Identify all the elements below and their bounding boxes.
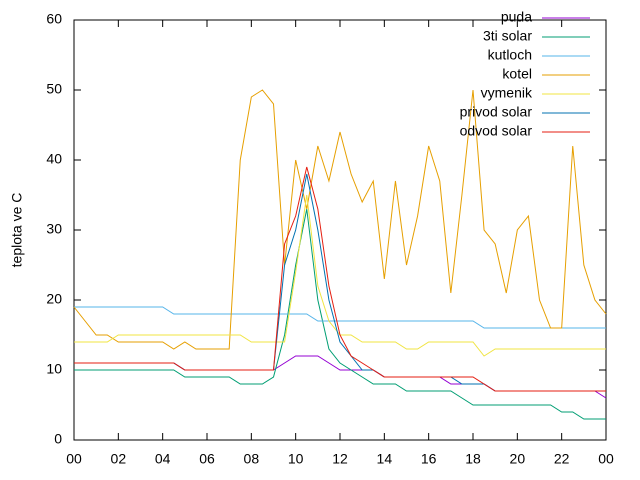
x-tick-label: 16: [421, 451, 437, 467]
x-tick-label: 20: [510, 451, 526, 467]
legend-label: kutloch: [488, 47, 532, 63]
legend-label: kotel: [502, 66, 532, 82]
x-tick-label: 12: [332, 451, 348, 467]
x-tick-label: 08: [244, 451, 260, 467]
x-tick-label: 00: [598, 451, 614, 467]
y-axis-label: teplota ve C: [9, 193, 25, 268]
series-line: [74, 173, 606, 392]
y-tick-label: 40: [46, 151, 62, 167]
y-tick-label: 20: [46, 291, 62, 307]
legend-label: privod solar: [460, 104, 533, 120]
y-tick-label: 0: [54, 431, 62, 447]
legend-label: vymenik: [481, 85, 533, 101]
y-tick-label: 10: [46, 361, 62, 377]
series-line: [74, 306, 606, 329]
legend-label: odvod solar: [460, 123, 533, 139]
y-tick-label: 60: [46, 11, 62, 27]
plot-border: [73, 19, 607, 441]
x-tick-label: 10: [288, 451, 304, 467]
y-tick-label: 30: [46, 221, 62, 237]
x-tick-label: 00: [66, 451, 82, 467]
legend-label: 3ti solar: [483, 28, 532, 44]
y-tick-label: 50: [46, 81, 62, 97]
x-tick-label: 14: [377, 451, 393, 467]
series-line: [74, 208, 606, 420]
x-tick-label: 04: [155, 451, 171, 467]
x-tick-label: 02: [111, 451, 127, 467]
x-tick-label: 18: [465, 451, 481, 467]
x-tick-label: 06: [199, 451, 215, 467]
series-line: [74, 166, 606, 392]
legend-label: puda: [501, 9, 532, 25]
series-line: [73, 89, 607, 350]
x-tick-label: 22: [554, 451, 570, 467]
